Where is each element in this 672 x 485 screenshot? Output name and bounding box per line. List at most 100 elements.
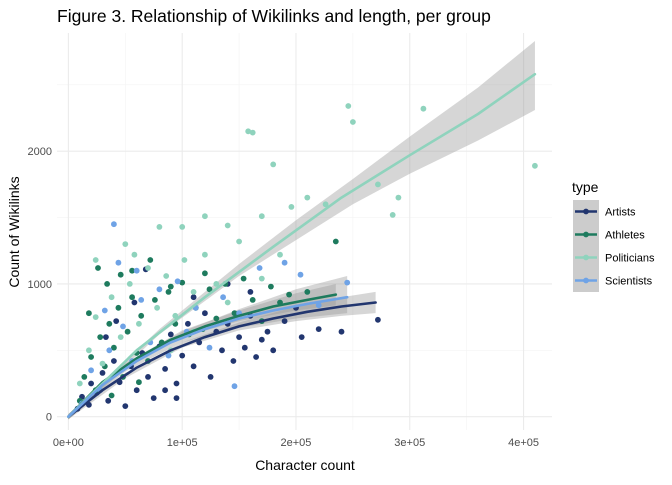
data-point-scientists (101, 307, 108, 314)
data-point-artists (338, 328, 345, 335)
data-point-politicians (126, 281, 133, 287)
data-point-politicians (163, 273, 170, 279)
data-point-scientists (111, 221, 117, 228)
data-point-scientists (115, 259, 122, 266)
data-point-athletes (95, 265, 101, 271)
data-point-athletes (332, 238, 339, 245)
data-point-artists (264, 328, 271, 335)
data-point-scientists (256, 265, 263, 271)
data-point-artists (190, 363, 197, 370)
data-point-artists (270, 347, 277, 354)
data-point-athletes (213, 315, 220, 322)
data-point-politicians (202, 213, 208, 220)
data-point-artists (99, 370, 106, 376)
trend-line-politicians (67, 72, 537, 418)
data-point-politicians (304, 194, 311, 201)
legend-key-point (583, 208, 589, 215)
data-point-politicians (92, 257, 99, 263)
data-point-politicians (179, 224, 186, 230)
trend-lines (67, 72, 537, 418)
data-point-politicians (245, 128, 252, 135)
data-point-politicians (92, 314, 99, 320)
data-point-athletes (88, 354, 94, 360)
data-point-athletes (106, 320, 113, 327)
data-point-politicians (322, 201, 329, 208)
data-point-scientists (156, 286, 163, 293)
data-point-artists (113, 318, 120, 324)
x-tick-label: 0e+00 (53, 437, 84, 449)
legend: type Artists Athletes Politicians Scientist… (572, 179, 655, 292)
data-point-athletes (240, 275, 247, 282)
data-point-politicians (258, 213, 265, 220)
data-point-politicians (136, 320, 142, 327)
data-point-artists (315, 326, 322, 332)
data-point-politicians (224, 222, 231, 229)
data-point-politicians (270, 161, 277, 168)
data-point-artists (105, 397, 112, 404)
data-point-politicians (108, 294, 115, 301)
data-point-scientists (120, 323, 126, 330)
y-axis-label: Count of Wikilinks (6, 176, 22, 287)
legend-label-artists: Artists (605, 207, 636, 219)
grid (57, 33, 552, 430)
data-point-scientists (106, 347, 113, 354)
data-point-athletes (81, 374, 88, 380)
data-point-politicians (345, 103, 352, 109)
x-tick-label: 2e+05 (281, 437, 312, 449)
data-point-artists (162, 387, 169, 394)
data-point-scientists (220, 294, 227, 301)
data-point-politicians (249, 129, 256, 136)
data-point-artists (103, 334, 109, 340)
x-tick-label: 3e+05 (394, 437, 425, 449)
confidence-band-artists (68, 291, 376, 420)
data-point-scientists (133, 267, 140, 274)
x-tick-label: 4e+05 (508, 437, 539, 449)
data-point-politicians (131, 251, 138, 258)
data-point-politicians (277, 251, 283, 258)
data-point-athletes (124, 328, 131, 335)
data-point-athletes (167, 283, 174, 290)
data-point-artists (179, 352, 186, 359)
data-point-artists (185, 320, 191, 327)
data-point-athletes (136, 379, 142, 386)
data-point-artists (111, 358, 117, 364)
confidence-band-scientists (68, 275, 348, 420)
axis-ticks: 0e+00 1e+05 2e+05 3e+05 4e+05 0 1000 2000 (28, 146, 539, 449)
data-point-politicians (190, 289, 197, 295)
data-point-scientists (281, 259, 288, 266)
data-point-scientists (231, 383, 238, 390)
data-point-artists (258, 336, 265, 343)
data-point-athletes (111, 344, 117, 351)
legend-label-scientists: Scientists (605, 276, 653, 288)
data-point-athletes (231, 310, 238, 317)
data-point-athletes (129, 294, 136, 301)
data-point-athletes (286, 291, 292, 298)
data-point-politicians (156, 224, 163, 230)
data-point-athletes (165, 289, 172, 295)
data-point-scientists (297, 271, 304, 278)
data-point-politicians (86, 347, 92, 354)
data-point-artists (88, 380, 94, 387)
data-point-politicians (350, 119, 356, 125)
data-point-politicians (389, 212, 396, 218)
data-point-scientists (206, 344, 213, 351)
data-point-athletes (152, 297, 158, 303)
data-point-artists (298, 334, 305, 340)
legend-title: type (572, 179, 599, 195)
data-point-politicians (99, 360, 106, 367)
data-point-politicians (172, 312, 179, 319)
data-point-artists (236, 334, 243, 340)
legend-key-point (583, 254, 589, 261)
data-point-artists (167, 331, 174, 338)
data-point-politicians (236, 238, 243, 245)
data-point-athletes (108, 392, 115, 399)
x-tick-label: 1e+05 (167, 437, 198, 449)
data-point-scientists (165, 352, 172, 359)
data-point-athletes (268, 283, 274, 290)
confidence-band-athletes (68, 283, 336, 420)
data-point-athletes (147, 257, 154, 263)
data-point-politicians (532, 162, 538, 169)
data-point-artists (241, 344, 248, 351)
